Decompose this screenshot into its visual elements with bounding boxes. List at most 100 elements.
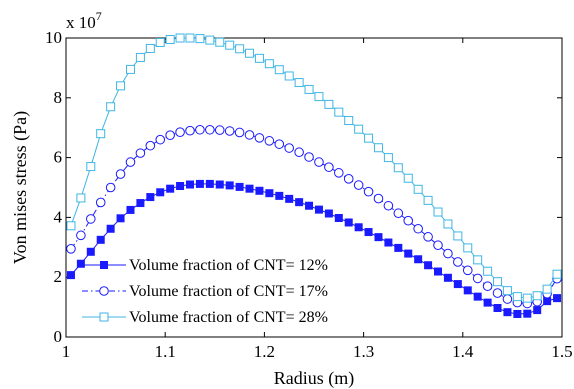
x-tick-label: 1.3 <box>353 342 374 361</box>
data-point <box>96 129 106 139</box>
legend-item: Volume fraction of CNT= 17% <box>82 283 328 300</box>
data-point <box>304 84 314 94</box>
plot-area <box>65 37 563 338</box>
data-point <box>443 248 453 259</box>
data-point <box>502 286 512 296</box>
data-point <box>275 191 284 200</box>
data-point <box>264 59 274 69</box>
x-tick-label: 1.5 <box>551 342 572 361</box>
data-point <box>502 294 513 304</box>
series-2 <box>66 124 562 309</box>
data-point <box>542 284 552 294</box>
data-point <box>363 186 374 197</box>
data-point <box>384 238 393 247</box>
data-point <box>245 184 254 193</box>
data-point <box>453 280 462 289</box>
data-point <box>235 44 245 54</box>
y-axis-label: Von mises stress (Pa) <box>10 111 31 264</box>
data-point <box>106 102 116 112</box>
data-point <box>354 124 364 134</box>
data-point <box>76 230 86 241</box>
data-point <box>462 265 473 276</box>
legend-label: Volume fraction of CNT= 28% <box>129 309 328 326</box>
data-point <box>285 194 294 203</box>
y-axis-multiplier-exponent: 7 <box>96 9 102 23</box>
data-point <box>195 124 205 135</box>
data-point <box>453 257 463 267</box>
data-point <box>532 291 542 301</box>
data-point <box>95 197 106 208</box>
data-point <box>343 174 354 184</box>
data-point <box>145 43 155 53</box>
data-point <box>225 181 234 190</box>
data-point <box>353 180 364 190</box>
data-point <box>105 182 116 193</box>
data-point <box>135 52 145 62</box>
data-point <box>245 48 255 58</box>
data-point <box>244 130 255 140</box>
data-point <box>373 193 384 204</box>
data-point <box>533 306 542 315</box>
data-point <box>106 224 115 233</box>
data-point <box>284 71 294 81</box>
series-3 <box>66 33 562 303</box>
data-point <box>185 125 195 136</box>
data-point <box>115 169 126 179</box>
series-layer <box>66 33 562 318</box>
data-point <box>424 261 433 270</box>
data-point <box>374 233 383 242</box>
data-point <box>314 157 324 167</box>
data-point <box>324 209 333 218</box>
data-point <box>383 153 393 163</box>
data-point <box>215 37 225 47</box>
data-point <box>66 271 75 280</box>
data-point <box>136 199 145 208</box>
legend-item: Volume fraction of CNT= 12% <box>82 257 328 274</box>
y-tick-label: 0 <box>54 327 63 346</box>
data-point <box>334 168 344 178</box>
data-point <box>522 293 532 303</box>
data-point <box>463 286 472 295</box>
data-point <box>264 136 275 146</box>
data-point <box>403 173 413 183</box>
data-point <box>234 127 245 138</box>
data-point <box>373 143 383 153</box>
data-point <box>523 309 532 318</box>
data-point <box>314 205 323 214</box>
data-point <box>344 116 354 126</box>
data-point <box>483 266 493 276</box>
data-point <box>483 298 492 307</box>
data-point <box>146 193 155 202</box>
data-point <box>493 277 503 287</box>
data-point <box>86 162 96 172</box>
data-point <box>274 139 285 149</box>
data-point <box>552 269 562 279</box>
data-point <box>86 247 95 256</box>
data-point <box>235 182 244 191</box>
data-point <box>116 214 125 223</box>
data-point <box>254 53 264 63</box>
data-point <box>265 189 274 198</box>
data-point <box>394 243 403 252</box>
data-point <box>155 37 165 47</box>
data-point <box>473 255 483 265</box>
y-tick-label: 6 <box>54 148 63 167</box>
y-tick-label: 2 <box>54 267 63 286</box>
data-point <box>99 286 109 296</box>
data-point <box>176 182 185 191</box>
data-point <box>364 228 373 237</box>
data-point <box>393 208 404 219</box>
data-point <box>255 186 264 195</box>
data-point <box>354 223 363 232</box>
data-point <box>205 179 214 188</box>
data-point <box>482 281 493 291</box>
data-point <box>305 201 314 210</box>
data-point <box>205 124 215 135</box>
data-point <box>503 308 512 317</box>
legend-label: Volume fraction of CNT= 12% <box>129 257 328 274</box>
data-point <box>165 130 175 140</box>
data-point <box>413 184 423 194</box>
data-point <box>274 65 284 75</box>
data-point <box>166 184 175 193</box>
